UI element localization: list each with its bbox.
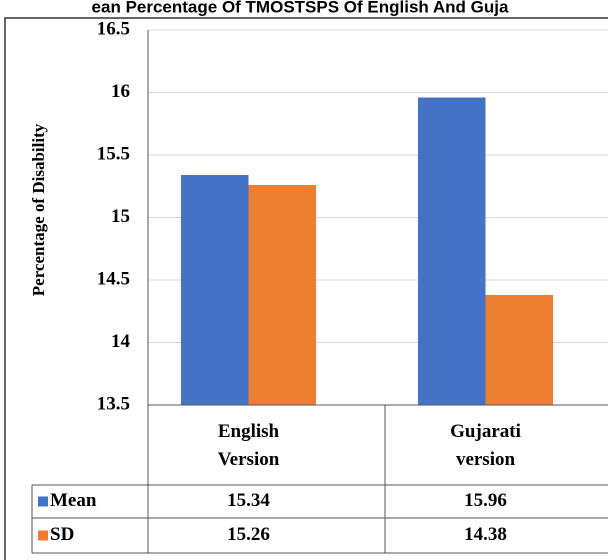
legend-key (38, 530, 48, 541)
y-tick-label: 16.5 (97, 18, 130, 39)
chart-frame (4, 17, 608, 560)
bar (180, 175, 249, 405)
legend-label: SD (50, 524, 74, 545)
legend-key (38, 496, 48, 507)
y-tick-label: 14 (111, 331, 131, 352)
y-tick-label: 15 (111, 206, 130, 227)
bar (485, 295, 554, 405)
bar (248, 185, 317, 405)
table-value: 14.38 (464, 524, 507, 545)
y-tick-label: 14.5 (97, 268, 130, 289)
chart-title: ean Percentage Of TMOSTSPS Of English An… (92, 0, 509, 16)
x-tick-label: English Version (218, 421, 280, 470)
table-value: 15.34 (227, 490, 270, 511)
table-value: 15.96 (464, 490, 507, 511)
legend-label: Mean (50, 490, 97, 511)
x-tick-label: Gujarati version (450, 421, 521, 470)
y-tick-label: 16 (111, 81, 130, 102)
bar (417, 97, 486, 405)
y-axis-label: Percentage of Disability (29, 123, 48, 296)
y-tick-label: 13.5 (97, 393, 130, 414)
table-value: 15.26 (227, 524, 270, 545)
y-tick-label: 15.5 (97, 143, 130, 164)
